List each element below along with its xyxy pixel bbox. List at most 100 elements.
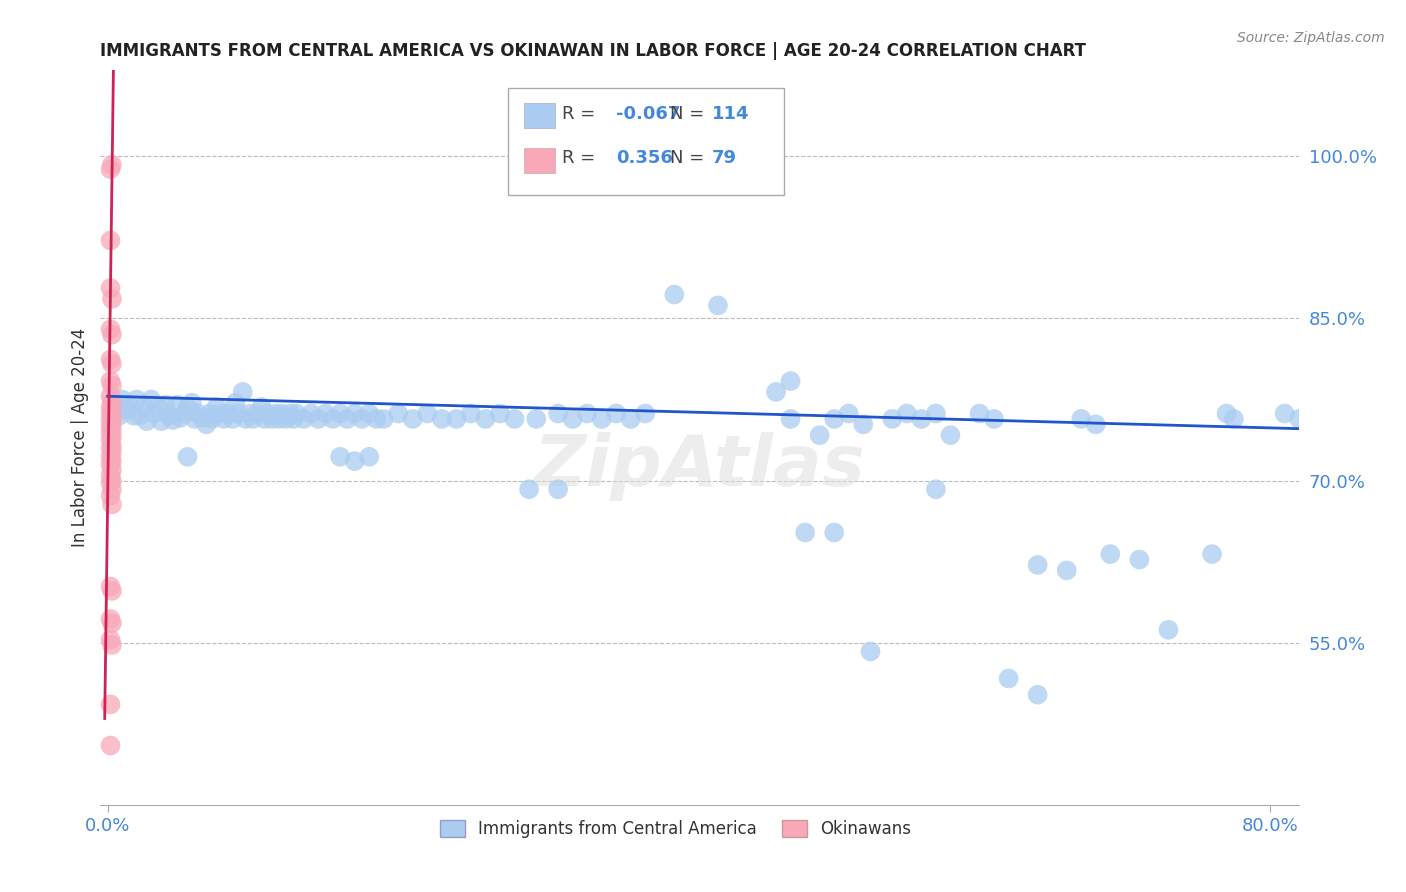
Point	[322, 412, 344, 426]
Point	[100, 698, 122, 712]
Point	[285, 407, 308, 421]
Point	[489, 407, 512, 421]
Point	[148, 400, 170, 414]
Point	[823, 412, 845, 426]
Point	[794, 525, 817, 540]
Point	[242, 412, 264, 426]
Text: Source: ZipAtlas.com: Source: ZipAtlas.com	[1237, 31, 1385, 45]
Point	[101, 378, 124, 392]
Point	[100, 475, 122, 490]
Point	[100, 419, 122, 434]
Point	[101, 357, 124, 371]
Point	[1157, 623, 1180, 637]
Point	[1288, 412, 1310, 426]
Point	[576, 407, 599, 421]
Point	[141, 392, 163, 407]
Point	[135, 414, 157, 428]
Point	[765, 384, 787, 399]
Point	[101, 417, 124, 432]
Point	[620, 412, 643, 426]
Point	[387, 407, 409, 421]
Point	[253, 412, 276, 426]
Point	[101, 463, 124, 477]
Point	[1084, 417, 1107, 432]
Point	[561, 412, 583, 426]
Point	[100, 234, 122, 248]
Point	[166, 398, 188, 412]
Point	[329, 407, 352, 421]
Text: 79: 79	[711, 149, 737, 167]
Text: -0.067: -0.067	[616, 104, 681, 123]
Point	[779, 374, 801, 388]
Point	[1274, 407, 1296, 421]
Point	[100, 425, 122, 439]
Point	[184, 412, 207, 426]
Point	[315, 407, 337, 421]
Point	[209, 407, 232, 421]
Point	[882, 412, 904, 426]
Point	[343, 454, 366, 468]
Point	[176, 450, 198, 464]
Point	[235, 412, 257, 426]
FancyBboxPatch shape	[523, 103, 555, 128]
Point	[100, 400, 122, 414]
Point	[474, 412, 496, 426]
Point	[100, 489, 122, 503]
Point	[228, 407, 250, 421]
Point	[101, 616, 124, 631]
Point	[446, 412, 468, 426]
Point	[101, 445, 124, 459]
Point	[779, 412, 801, 426]
Point	[430, 412, 453, 426]
Point	[108, 409, 131, 423]
Point	[823, 525, 845, 540]
Point	[460, 407, 482, 421]
Point	[101, 454, 124, 468]
Point	[100, 580, 122, 594]
Point	[217, 407, 239, 421]
Point	[271, 407, 294, 421]
Point	[100, 322, 122, 336]
Text: 0.356: 0.356	[616, 149, 672, 167]
Point	[118, 398, 141, 412]
Point	[292, 412, 315, 426]
Point	[664, 287, 686, 301]
Point	[1026, 688, 1049, 702]
Point	[239, 407, 262, 421]
Text: ZipAtlas: ZipAtlas	[534, 433, 866, 501]
Point	[246, 407, 269, 421]
Point	[402, 412, 425, 426]
Point	[969, 407, 991, 421]
Point	[101, 474, 124, 488]
Point	[232, 384, 254, 399]
Point	[187, 407, 209, 421]
Point	[195, 417, 218, 432]
Point	[100, 407, 122, 421]
Point	[100, 450, 122, 464]
Point	[100, 739, 122, 753]
Point	[111, 392, 134, 407]
Point	[101, 482, 124, 496]
Point	[359, 407, 381, 421]
Point	[547, 407, 569, 421]
Point	[1026, 558, 1049, 572]
Point	[122, 409, 145, 423]
Point	[155, 398, 177, 412]
Point	[101, 407, 124, 421]
Legend: Immigrants from Central America, Okinawans: Immigrants from Central America, Okinawa…	[433, 813, 918, 845]
Point	[198, 407, 221, 421]
Point	[280, 407, 302, 421]
Point	[808, 428, 831, 442]
Point	[100, 468, 122, 483]
Point	[269, 412, 291, 426]
Point	[125, 392, 148, 407]
Point	[307, 412, 329, 426]
Point	[100, 433, 122, 447]
Point	[132, 400, 155, 414]
Point	[336, 412, 359, 426]
Point	[100, 458, 122, 472]
Point	[191, 410, 214, 425]
Point	[329, 450, 352, 464]
Point	[100, 632, 122, 647]
Point	[115, 403, 138, 417]
